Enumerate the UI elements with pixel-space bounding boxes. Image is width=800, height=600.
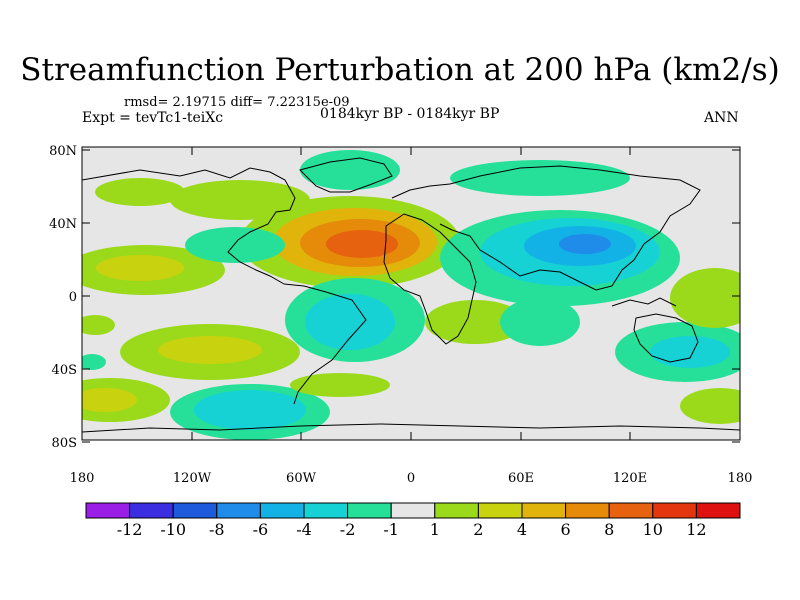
colorbar-swatch-4	[259, 502, 305, 519]
colorbar-swatch-14	[695, 502, 741, 519]
contour-central-america	[185, 227, 285, 263]
colorbar-label-7: 1	[430, 520, 440, 539]
experiment-label: Expt = tevTc1-teiXc	[82, 110, 224, 126]
colorbar-swatch-7	[390, 502, 436, 519]
season-label: ANN	[704, 110, 739, 126]
coast-indonesia	[611, 297, 677, 307]
contour-south-atlantic	[290, 373, 390, 397]
contour-fields	[82, 150, 740, 440]
contour-level-2c	[82, 388, 137, 412]
coast-africa	[383, 213, 477, 345]
rmsd-diff-stats: rmsd= 2.19715 diff= 7.22315e-09	[124, 95, 350, 110]
contour-level-2	[96, 255, 184, 281]
lon-label-60w: 60W	[286, 471, 317, 486]
contour-greenland	[300, 150, 400, 190]
colorbar-label-12: 10	[643, 520, 663, 539]
colorbar-swatch-9	[477, 502, 523, 519]
lat-label-80s: 80S	[52, 436, 77, 451]
contour-west-edge-2	[82, 354, 106, 370]
colorbar-labels: -12 -10 -8 -6 -4 -2 -1 1 2 4 6 8 10 12	[117, 520, 707, 539]
colorbar-label-2: -8	[209, 520, 225, 539]
coastlines	[82, 157, 740, 433]
coast-north-america	[82, 167, 296, 285]
colorbar-swatch-12	[608, 502, 654, 519]
lon-label-180e: 180	[728, 471, 753, 486]
period-label: 0184kyr BP - 0184kyr BP	[320, 106, 500, 122]
lon-label-180w: 180	[70, 471, 95, 486]
contour-north-pacific	[95, 178, 185, 206]
contour-north-band	[450, 160, 630, 196]
lon-label-0: 0	[407, 471, 415, 486]
colorbar-label-8: 2	[473, 520, 483, 539]
colorbar-label-11: 8	[604, 520, 614, 539]
colorbar-label-1: -10	[160, 520, 186, 539]
lat-label-40s: 40S	[52, 363, 77, 378]
lon-label-120w: 120W	[173, 471, 212, 486]
lat-label-0: 0	[69, 290, 77, 305]
colorbar-swatch-3	[216, 502, 261, 519]
colorbar-swatch-11	[565, 502, 610, 519]
contour-level-2b	[158, 336, 262, 364]
coast-greenland	[299, 157, 393, 193]
colorbar-swatch-10	[521, 502, 567, 519]
lat-label-40n: 40N	[49, 217, 77, 232]
colorbar-label-4: -4	[296, 520, 312, 539]
lon-label-60e: 60E	[508, 471, 534, 486]
contour-africa	[425, 300, 525, 344]
colorbar-label-10: 6	[561, 520, 571, 539]
coast-south-america	[283, 283, 367, 405]
colorbar-swatch-0	[85, 502, 131, 519]
colorbar-label-0: -12	[117, 520, 143, 539]
colorbar-swatch-13	[652, 502, 697, 519]
contour-south-east	[680, 388, 740, 424]
colorbar-label-6: -1	[383, 520, 399, 539]
lon-ticks	[81, 147, 741, 440]
lat-label-80n: 80N	[49, 144, 77, 159]
contour-level-neg6	[559, 234, 611, 254]
colorbar-swatch-5	[303, 502, 349, 519]
colorbar-label-3: -6	[253, 520, 269, 539]
colorbar-swatch-8	[434, 502, 479, 519]
coast-eurasia	[391, 165, 701, 291]
contour-level-neg2b	[305, 294, 395, 350]
colorbar-swatch-1	[129, 502, 174, 519]
contour-level-8	[326, 230, 398, 258]
contour-level-neg2d	[650, 336, 730, 368]
lat-ticks	[82, 149, 740, 443]
contour-level-neg2c	[194, 390, 306, 430]
colorbar-label-13: 12	[686, 520, 706, 539]
colorbar-swatch-6	[347, 502, 392, 519]
lon-label-120e: 120E	[613, 471, 647, 486]
coast-australia	[633, 313, 699, 363]
contour-west-pacific	[670, 268, 740, 328]
contour-north-atlantic	[170, 180, 310, 220]
colorbar-label-5: -2	[340, 520, 356, 539]
colorbar-label-9: 4	[517, 520, 527, 539]
contour-indian-ocean	[500, 298, 580, 346]
contour-west-edge	[82, 315, 115, 335]
colorbar-swatch-2	[172, 502, 218, 519]
page-title: Streamfunction Perturbation at 200 hPa (…	[20, 52, 780, 88]
coast-antarctica	[82, 423, 740, 433]
colorbar	[85, 502, 741, 519]
